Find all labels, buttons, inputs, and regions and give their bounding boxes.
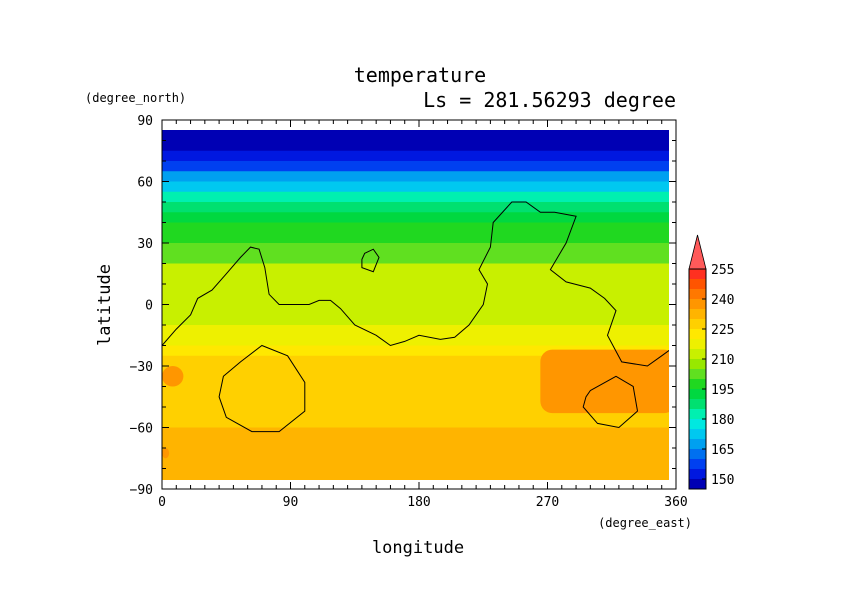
- temperature-band: [162, 202, 669, 213]
- colorbar-segment: [689, 479, 706, 489]
- colorbar-segment: [689, 349, 706, 359]
- y-tick-label: 0: [145, 299, 153, 314]
- x-tick-label: 180: [407, 495, 430, 510]
- colorbar-segment: [689, 319, 706, 329]
- topography-contours: [162, 201, 669, 433]
- colorbar-frame: [688, 268, 707, 490]
- colorbar-segment: [689, 379, 706, 389]
- y-tick-label: −90: [130, 483, 153, 498]
- y-tick-label: 90: [137, 114, 153, 129]
- axis-ticks: 0 90 180 270 360 90 60 30 0 −30 −60 −90: [130, 114, 688, 510]
- x-tick-label: 90: [283, 495, 299, 510]
- colorbar-segment: [689, 359, 706, 369]
- temperature-band: [162, 212, 669, 223]
- colorbar-tick-label: 255: [711, 263, 734, 278]
- colorbar-segment: [689, 469, 706, 479]
- topography-contour-line: [162, 201, 669, 367]
- colorbar: 255 240 225 210 195 180 165 150: [688, 234, 734, 490]
- x-tick-label: 270: [536, 495, 559, 510]
- colorbar-segment: [689, 299, 706, 309]
- colorbar-tick-label: 225: [711, 323, 734, 338]
- colorbar-tick-label: 150: [711, 473, 734, 488]
- colorbar-segment: [689, 459, 706, 469]
- y-unit-label: (degree_north): [85, 91, 186, 105]
- contour-loop: [218, 344, 306, 433]
- colorbar-segment: [689, 429, 706, 439]
- y-axis-title: latitude: [95, 264, 115, 346]
- colorbar-tick-label: 240: [711, 293, 734, 308]
- y-tick-label: −60: [130, 422, 153, 437]
- temperature-band: [162, 161, 669, 172]
- temperature-band: [162, 150, 669, 162]
- warm-region: [162, 448, 170, 459]
- colorbar-segment: [689, 399, 706, 409]
- temperature-band: [162, 263, 669, 295]
- warm-region: [162, 366, 184, 387]
- colorbar-segment: [689, 419, 706, 429]
- colorbar-segment: [689, 309, 706, 319]
- colorbar-segment: [689, 339, 706, 349]
- colorbar-segment: [689, 449, 706, 459]
- temperature-field: [162, 130, 669, 480]
- warm-region: [540, 349, 669, 414]
- x-unit-label: (degree_east): [598, 516, 692, 530]
- temperature-band: [162, 191, 669, 203]
- colorbar-segment: [689, 409, 706, 419]
- y-tick-label: 60: [137, 176, 153, 191]
- y-tick-label: 30: [137, 237, 153, 252]
- chart-subtitle: Ls = 281.56293 degree: [423, 88, 676, 112]
- y-tick-label: −30: [130, 360, 153, 375]
- colorbar-tick-label: 195: [711, 383, 734, 398]
- temperature-band: [162, 222, 669, 244]
- x-tick-label: 360: [664, 495, 687, 510]
- temperature-band: [162, 181, 669, 193]
- contour-loop: [361, 248, 380, 273]
- colorbar-segment: [689, 389, 706, 399]
- colorbar-segment: [689, 369, 706, 379]
- colorbar-tick-label: 165: [711, 443, 734, 458]
- temperature-band: [162, 171, 669, 182]
- colorbar-segment: [689, 269, 706, 279]
- temperature-band: [162, 325, 669, 346]
- colorbar-segment: [689, 329, 706, 339]
- temperature-band: [162, 130, 669, 152]
- x-axis-title: longitude: [372, 538, 464, 558]
- temperature-band: [162, 243, 669, 264]
- contour-loop: [582, 375, 639, 429]
- colorbar-segment: [689, 289, 706, 299]
- temperature-band: [162, 427, 669, 480]
- colorbar-tick-label: 180: [711, 413, 734, 428]
- colorbar-tick-label: 210: [711, 353, 734, 368]
- temperature-band: [162, 294, 669, 326]
- x-tick-label: 0: [158, 495, 166, 510]
- colorbar-segment: [689, 279, 706, 289]
- colorbar-segment: [689, 439, 706, 449]
- temperature-band: [162, 345, 669, 357]
- chart-title: temperature: [354, 63, 486, 87]
- colorbar-extend-arrow: [688, 234, 707, 270]
